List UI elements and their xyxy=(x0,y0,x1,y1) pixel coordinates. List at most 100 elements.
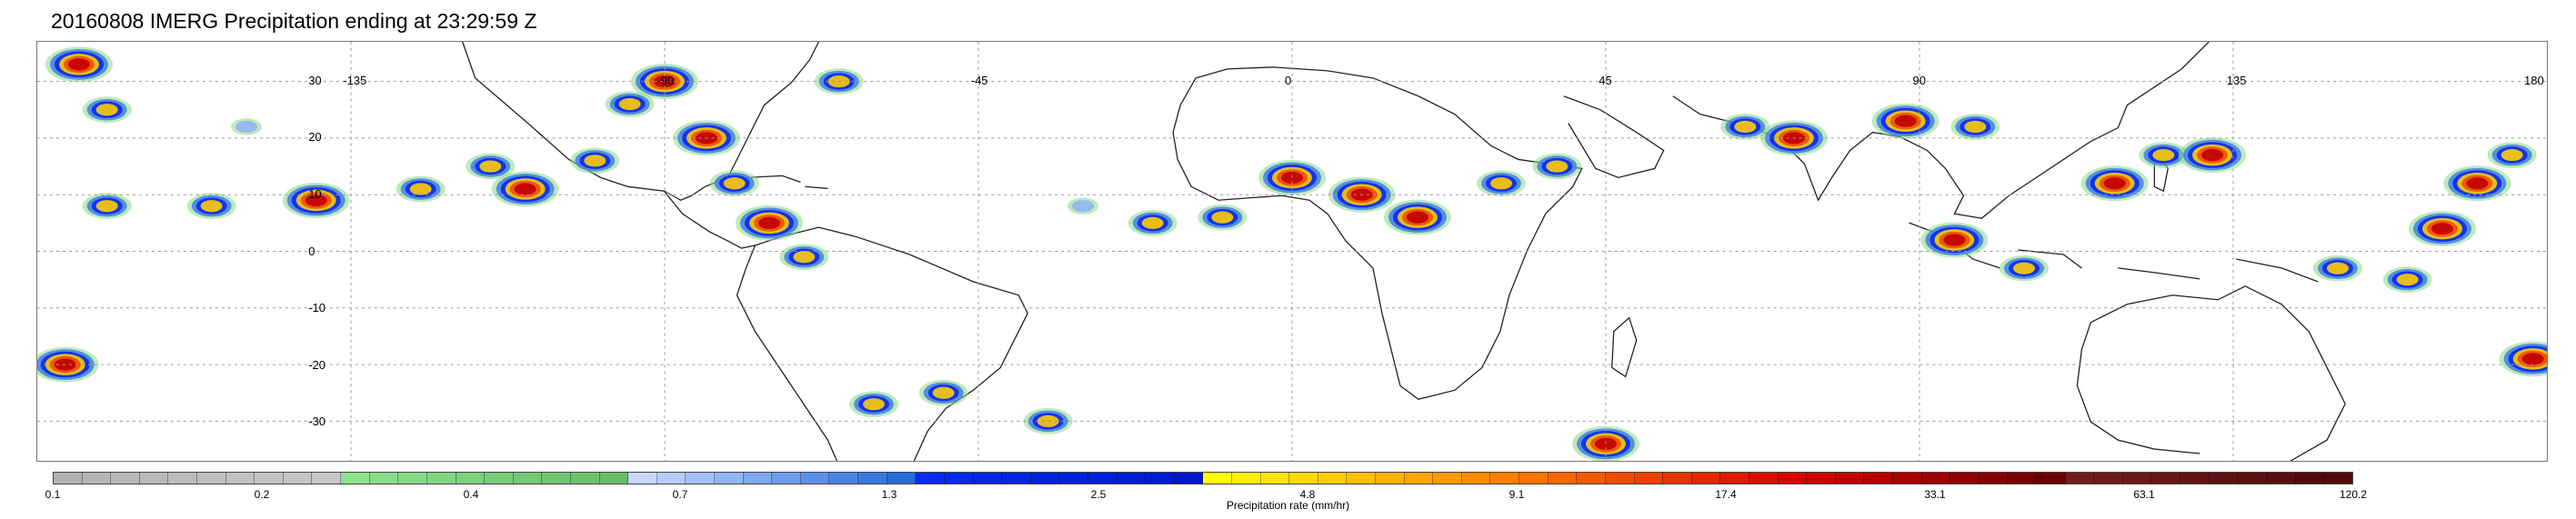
colorbar-swatch xyxy=(2065,473,2095,484)
precip-contour xyxy=(1943,234,1966,246)
colorbar-tick-label: 17.4 xyxy=(1715,488,1737,501)
precip-cell xyxy=(2313,255,2362,282)
colorbar-swatch xyxy=(2295,473,2325,484)
precip-contour xyxy=(2152,149,2175,162)
colorbar-swatch xyxy=(916,473,945,484)
colorbar-swatch xyxy=(226,473,256,484)
precip-contour xyxy=(2201,149,2223,162)
precip-cell xyxy=(1871,103,1940,139)
colorbar-swatch xyxy=(1663,473,1692,484)
precip-cell xyxy=(466,153,516,180)
precip-cell xyxy=(1128,210,1178,236)
map-title: 20160808 IMERG Precipitation ending at 2… xyxy=(51,9,537,33)
colorbar-swatch xyxy=(2324,473,2352,484)
precip-cell xyxy=(2499,341,2547,377)
precip-cell xyxy=(2080,165,2149,202)
latitude-label: -30 xyxy=(308,414,326,429)
precip-cell xyxy=(736,205,803,241)
colorbar-swatch xyxy=(1289,473,1318,484)
colorbar-swatch xyxy=(1260,473,1290,484)
precip-contour xyxy=(2327,262,2349,274)
precip-cell xyxy=(45,46,113,83)
precip-contour xyxy=(2103,177,2126,190)
colorbar-swatch xyxy=(2037,473,2066,484)
colorbar-tick-label: 2.5 xyxy=(1090,488,1107,501)
colorbar-swatch xyxy=(456,473,486,484)
colorbar-swatch xyxy=(1605,473,1635,484)
precip-contour xyxy=(618,97,641,111)
precip-contour xyxy=(2396,274,2419,286)
precip-contour xyxy=(1964,120,1987,134)
colorbar-swatch xyxy=(1174,473,1204,484)
precip-cell xyxy=(570,147,620,175)
precip-cell xyxy=(605,91,655,117)
precip-cell xyxy=(779,244,829,271)
precip-cell xyxy=(491,171,559,207)
precip-cell xyxy=(849,391,898,418)
precip-contour xyxy=(1546,160,1569,173)
precip-contour xyxy=(1141,216,1164,229)
colorbar-swatch xyxy=(2238,473,2267,484)
colorbar-swatch xyxy=(944,473,974,484)
graticule xyxy=(37,42,2547,461)
precip-contour xyxy=(1211,211,1234,224)
colorbar-swatch xyxy=(1347,473,1377,484)
colorbar-swatch xyxy=(542,473,571,484)
colorbar-swatch xyxy=(1433,473,1462,484)
precip-contour xyxy=(2466,177,2489,190)
precip-contour xyxy=(95,104,118,116)
colorbar-tick-label: 4.8 xyxy=(1299,488,1316,501)
colorbar-tick-label: 33.1 xyxy=(1924,488,1946,501)
colorbar-swatch xyxy=(1864,473,1893,484)
precip-cell xyxy=(709,170,759,197)
precip-cell xyxy=(2382,266,2432,293)
precip-cell xyxy=(1477,170,1526,197)
colorbar-swatch xyxy=(1778,473,1808,484)
precip-contour xyxy=(479,160,502,173)
precip-cell xyxy=(1920,222,1989,258)
colorbar-swatch xyxy=(1893,473,1922,484)
colorbar-swatch xyxy=(1921,473,1951,484)
colorbar-tick-label: 9.1 xyxy=(1509,488,1525,501)
colorbar-swatch xyxy=(715,473,744,484)
precip-cell xyxy=(1720,114,1770,140)
colorbar-swatch xyxy=(599,473,629,484)
precip-cell xyxy=(1023,408,1073,434)
colorbar-swatch xyxy=(255,473,284,484)
colorbar-swatch xyxy=(1059,473,1088,484)
map-canvas xyxy=(37,42,2547,461)
arabia-coastline xyxy=(1563,95,1665,179)
precip-contour xyxy=(1595,437,1617,450)
colorbar-swatch xyxy=(772,473,801,484)
longitude-label: 135 xyxy=(2226,74,2247,87)
colorbar-swatch xyxy=(657,473,687,484)
longitude-label: 90 xyxy=(1912,74,1926,87)
colorbar-swatch xyxy=(1318,473,1348,484)
latitude-label: 10 xyxy=(308,186,322,201)
precip-cell xyxy=(82,96,132,124)
longitude-label: 0 xyxy=(1285,74,1292,87)
colorbar-swatch xyxy=(973,473,1003,484)
precip-cell xyxy=(396,175,446,203)
colorbar-swatch xyxy=(1577,473,1606,484)
colorbar-tick-label: 0.1 xyxy=(45,488,61,501)
coastline-layer xyxy=(462,42,2346,461)
colorbar-swatch xyxy=(2266,473,2296,484)
precip-cell xyxy=(1532,153,1582,180)
colorbar-swatch xyxy=(312,473,342,484)
colorbar-swatch xyxy=(426,473,456,484)
precip-contour xyxy=(236,120,257,134)
latitude-label: 30 xyxy=(308,73,322,87)
colorbar-swatch xyxy=(341,473,370,484)
precipitation-map xyxy=(36,41,2548,462)
latitude-label: -20 xyxy=(308,357,326,372)
latitude-label: 20 xyxy=(308,130,322,145)
colorbar-swatch xyxy=(887,473,917,484)
precip-contour xyxy=(758,216,780,229)
precip-contour xyxy=(2013,262,2035,274)
colorbar-swatch xyxy=(628,473,657,484)
colorbar-swatch xyxy=(1088,473,1118,484)
colorbar-tick-labels: 0.1 0.2 0.4 0.7 1.3 2.5 4.8 9.1 17.4 33.1 63.1 120.… xyxy=(45,488,2367,503)
precip-cell xyxy=(1258,159,1326,196)
precip-contour xyxy=(514,183,536,195)
